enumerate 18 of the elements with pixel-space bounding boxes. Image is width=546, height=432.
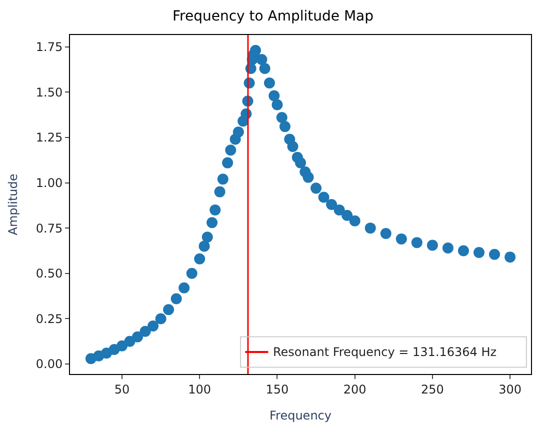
x-tick-label: 100 xyxy=(188,382,212,396)
y-tick-label: 1.25 xyxy=(36,130,63,145)
y-tick-label: 0.75 xyxy=(36,221,63,236)
y-tick-label: 0.25 xyxy=(36,312,63,326)
chart-title: Frequency to Amplitude Map xyxy=(172,8,374,25)
y-tick-label: 1.00 xyxy=(36,176,63,190)
x-tick-label: 300 xyxy=(498,382,522,396)
x-tick-label: 50 xyxy=(114,382,130,396)
x-axis-title: Frequency xyxy=(270,408,332,422)
x-tick-label: 150 xyxy=(266,382,289,396)
x-tick-label: 250 xyxy=(420,382,444,396)
ref-line-label: Resonant Frequency = 131.16364 Hz xyxy=(273,345,497,359)
y-tick-label: 1.75 xyxy=(36,40,63,54)
x-tick-label: 200 xyxy=(343,382,366,396)
y-axis-title: Amplitude xyxy=(6,174,20,236)
y-tick-label: 1.50 xyxy=(36,85,63,100)
y-tick-label: 0.00 xyxy=(36,357,63,372)
y-tick-label: 0.50 xyxy=(36,266,63,281)
